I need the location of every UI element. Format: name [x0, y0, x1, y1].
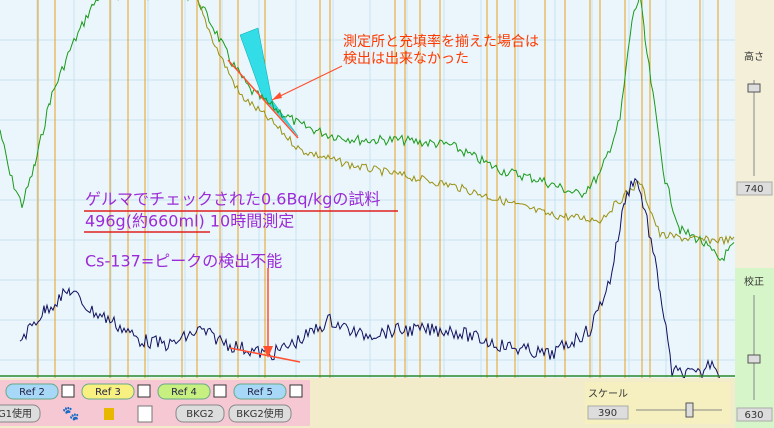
checkbox[interactable] — [289, 384, 303, 398]
pointer-arrow — [271, 65, 343, 101]
button[interactable] — [0, 404, 41, 423]
spectrum-line — [0, 0, 735, 262]
slider-thumb[interactable] — [747, 83, 761, 93]
grid — [0, 0, 735, 378]
spectrum-curves — [0, 0, 735, 382]
note: 検出は出来なかった — [343, 51, 469, 67]
arrow-head — [272, 92, 282, 100]
slider-thumb[interactable] — [685, 402, 694, 418]
scale-label: スケール — [588, 388, 628, 400]
checkbox[interactable] — [213, 384, 227, 398]
ref-label[interactable]: Ref 3 — [95, 387, 121, 398]
button[interactable] — [175, 404, 225, 423]
spectrum-line — [197, 0, 735, 246]
slope-line — [227, 59, 299, 139]
peak-text: Cs-137=ピークの検出不能 — [85, 252, 282, 271]
ref-toggle[interactable] — [157, 383, 211, 400]
height-label: 高さ — [744, 50, 764, 63]
plot-area — [0, 0, 735, 378]
button-label[interactable]: BKG2使用 — [236, 407, 284, 420]
calib-value: 630 — [744, 410, 763, 421]
slider-thumb[interactable] — [747, 354, 761, 364]
ref-row: Ref 2 Ref 3 Ref 4 Ref 5 — [5, 383, 303, 400]
calib-label: 校正 — [744, 275, 764, 288]
value-box — [736, 407, 773, 422]
ref-label[interactable]: Ref 5 — [247, 387, 273, 398]
peak-line — [229, 347, 301, 363]
button[interactable] — [228, 404, 292, 423]
sample-text: 496g(約660ml) 10時間測定 — [85, 212, 294, 231]
spectrum-line — [19, 177, 721, 382]
value-box — [736, 181, 773, 196]
marker-lines — [37, 0, 719, 378]
sample-text: ゲルマでチェックされた0.6Bq/kgの試料 — [85, 190, 380, 209]
note: 測定所と充填率を揃えた場合は — [343, 33, 539, 50]
button-label[interactable]: BKG2 — [186, 409, 214, 420]
ref-label[interactable]: Ref 4 — [171, 387, 197, 398]
scale-value: 390 — [598, 408, 617, 419]
ref-toggle[interactable] — [81, 383, 135, 400]
lock-icon[interactable] — [104, 408, 114, 420]
ref-toggle[interactable] — [233, 383, 287, 400]
highlight-area — [239, 27, 299, 137]
button-row: G1使用 BKG2 BKG2使用 — [0, 404, 292, 423]
ref-toggle[interactable] — [5, 383, 59, 400]
button-label[interactable]: G1使用 — [0, 407, 32, 420]
value-box — [587, 405, 629, 420]
height-value: 740 — [744, 184, 763, 195]
checkbox[interactable] — [61, 384, 75, 398]
ref-label[interactable]: Ref 2 — [19, 387, 45, 398]
checkbox[interactable] — [137, 384, 151, 398]
paw-icon[interactable]: 🐾 — [62, 406, 79, 422]
arrow-head — [263, 346, 273, 358]
doc-icon[interactable] — [137, 405, 153, 423]
